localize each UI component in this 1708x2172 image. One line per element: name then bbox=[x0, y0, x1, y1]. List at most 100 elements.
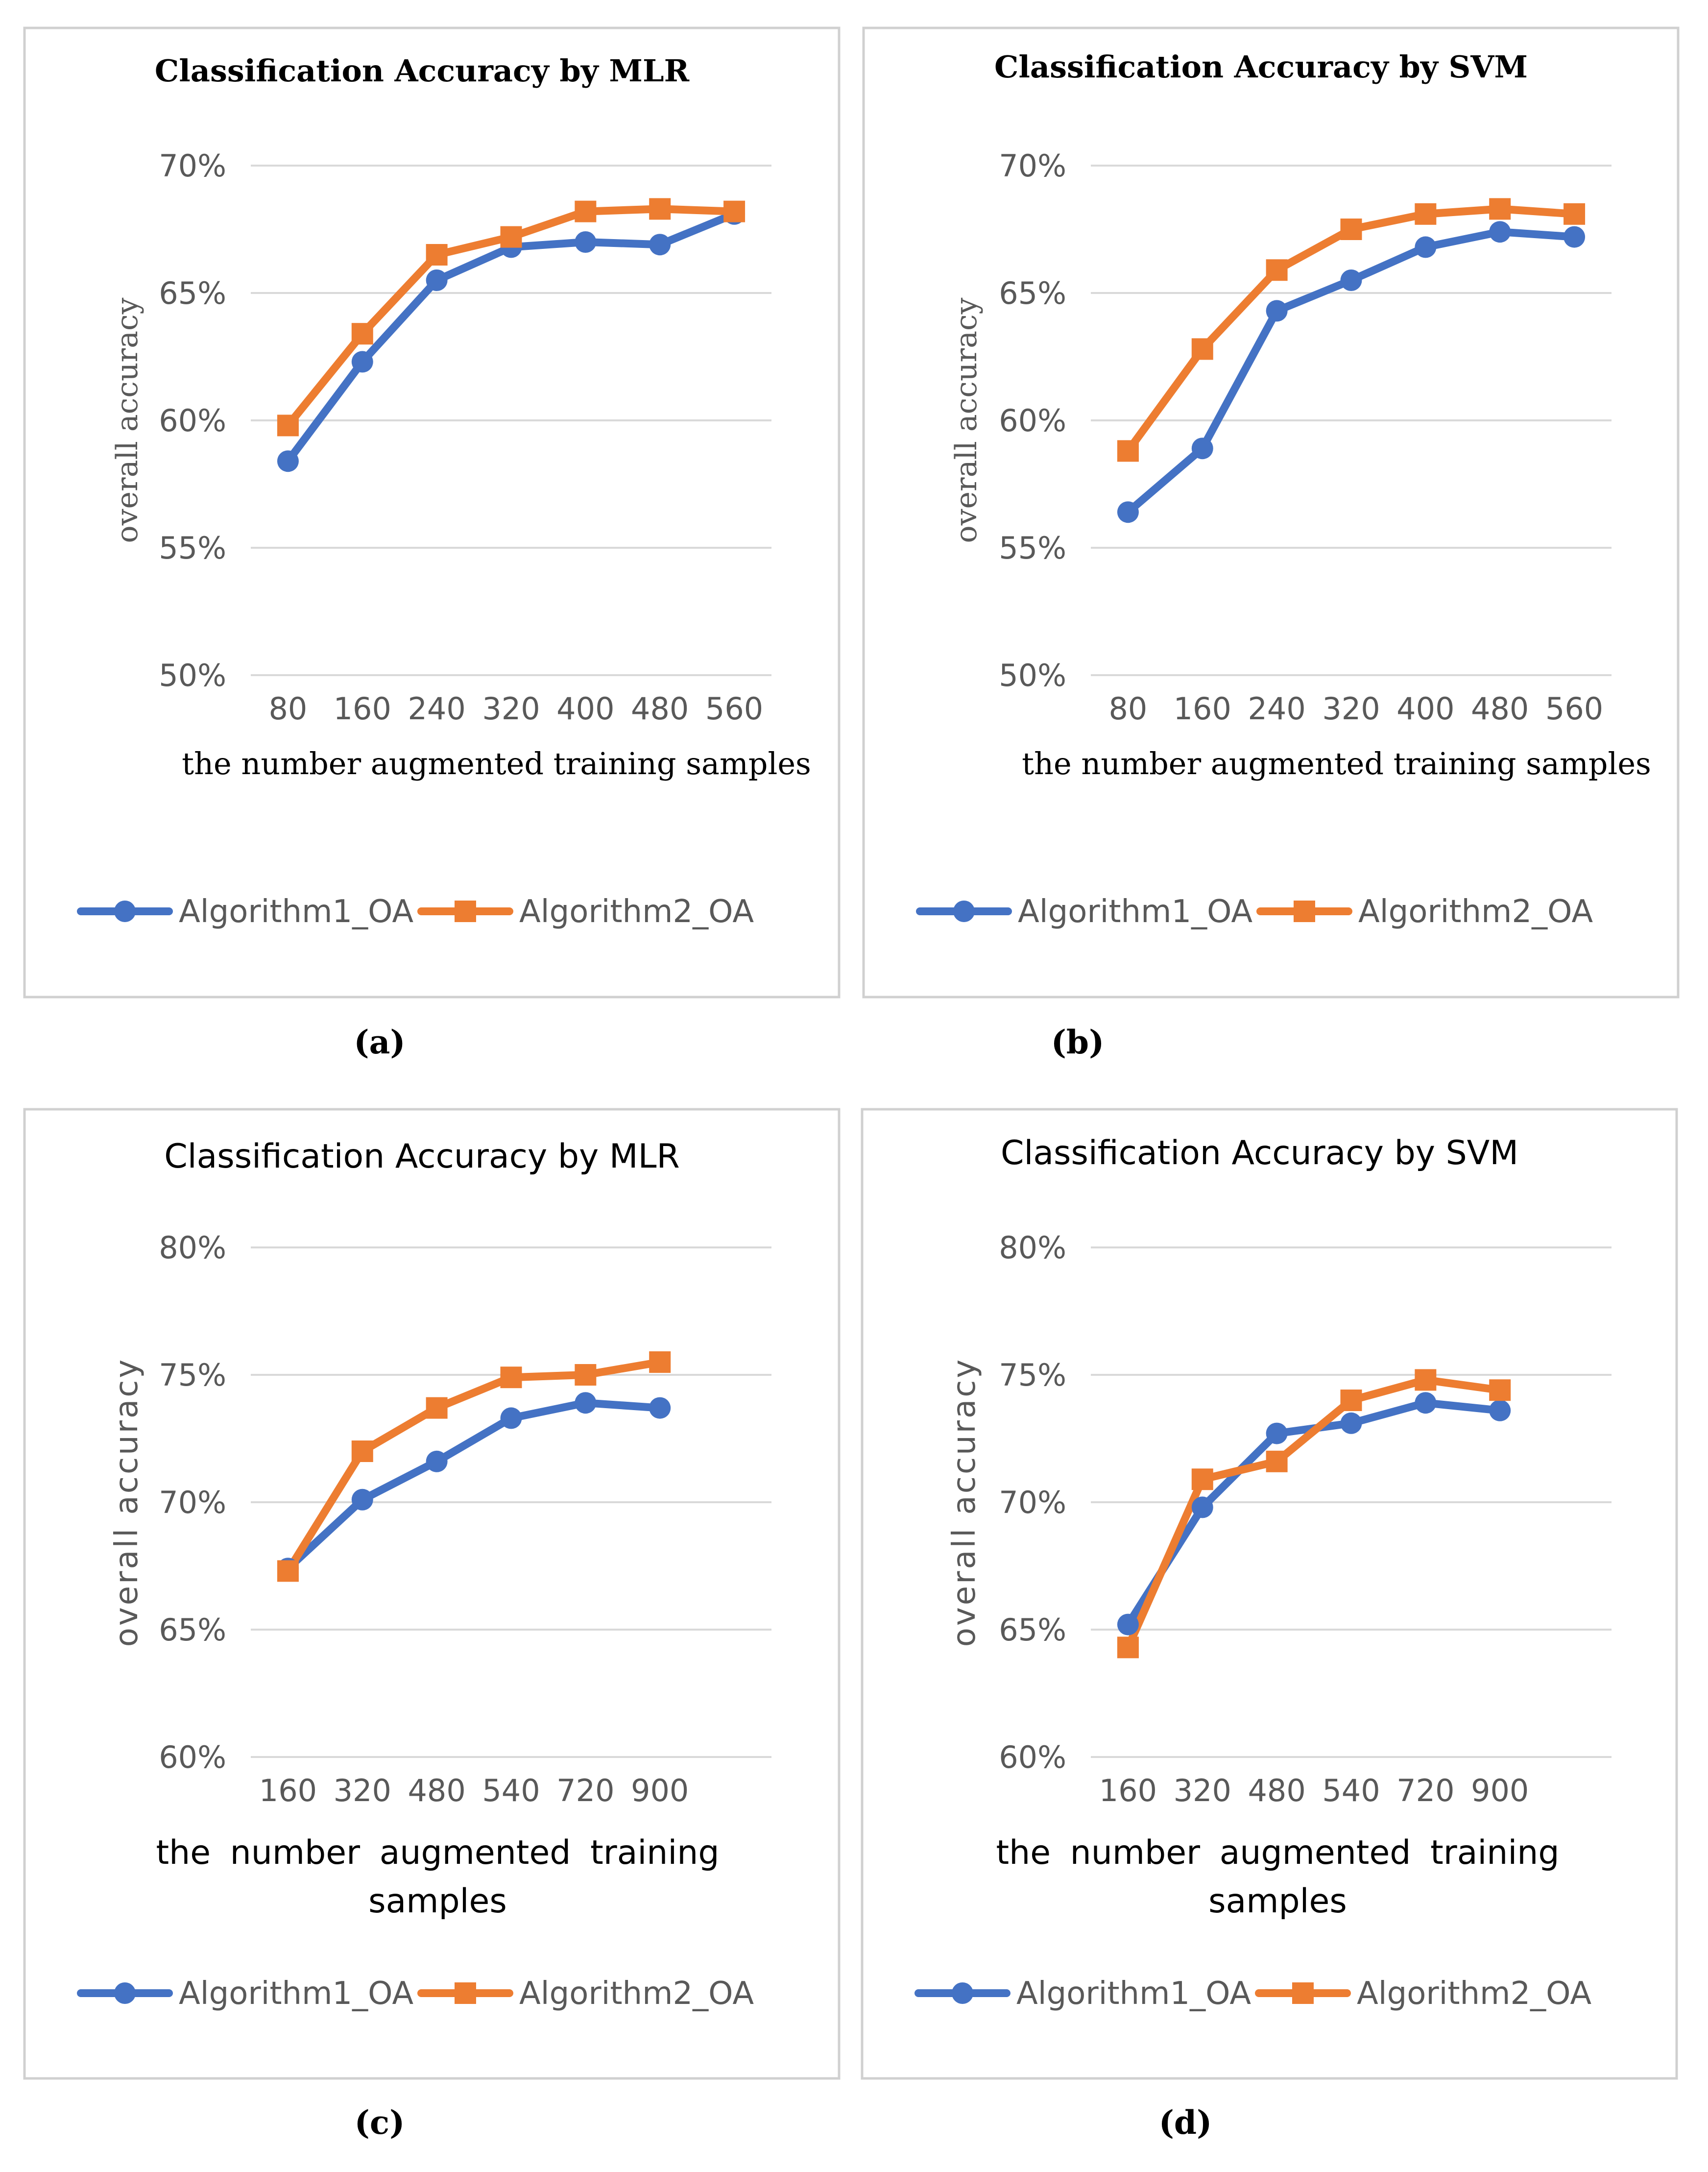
y-tick-label: 50% bbox=[159, 658, 226, 693]
data-point-algorithm1 bbox=[1266, 300, 1288, 322]
legend-marker-circle bbox=[114, 901, 136, 922]
legend-marker-circle bbox=[952, 1982, 973, 2004]
x-tick-label: 320 bbox=[1322, 691, 1380, 727]
x-tick-label: 240 bbox=[1248, 691, 1305, 727]
x-tick-label: 540 bbox=[482, 1773, 540, 1808]
legend-marker-square bbox=[1292, 1982, 1314, 2004]
chart-panel-4: Classification Accuracy by SVM 60% 65% 70% 7… bbox=[861, 1108, 1678, 2080]
data-point-algorithm2 bbox=[649, 1351, 671, 1373]
x-tick-label: 480 bbox=[1471, 691, 1529, 727]
legend-label-1: Algorithm1_OA bbox=[1018, 894, 1252, 930]
chart-frame bbox=[23, 1108, 841, 2080]
x-tick-label: 900 bbox=[631, 1773, 689, 1808]
x-tick-label: 80 bbox=[1108, 691, 1147, 727]
data-point-algorithm1 bbox=[426, 1450, 448, 1472]
chart-panel-2: Classification Accuracy by SVM 50% 55% 60% 6… bbox=[862, 26, 1680, 999]
y-tick-label: 65% bbox=[999, 275, 1066, 311]
y-axis-label: overall accuracy bbox=[109, 1358, 145, 1647]
data-point-algorithm2 bbox=[723, 200, 746, 222]
x-tick-label: 400 bbox=[556, 691, 614, 727]
data-point-algorithm2 bbox=[1564, 203, 1586, 225]
panel-caption: (b) bbox=[1051, 1023, 1105, 1061]
data-point-algorithm2 bbox=[500, 226, 522, 248]
y-tick-label: 50% bbox=[999, 658, 1066, 693]
legend-label-1: Algorithm1_OA bbox=[1016, 1976, 1251, 2012]
data-point-algorithm1 bbox=[575, 1392, 597, 1414]
y-tick-label: 70% bbox=[999, 148, 1066, 184]
data-point-algorithm1 bbox=[426, 269, 448, 291]
data-point-algorithm2 bbox=[1340, 1390, 1362, 1411]
data-point-algorithm2 bbox=[277, 1560, 299, 1582]
legend-marker-square bbox=[455, 901, 476, 922]
data-point-algorithm1 bbox=[1266, 1422, 1288, 1444]
y-tick-label: 65% bbox=[159, 275, 226, 311]
chart-title: Classification Accuracy by SVM bbox=[1001, 1134, 1518, 1172]
x-tick-label: 400 bbox=[1396, 691, 1454, 727]
data-point-algorithm2 bbox=[500, 1367, 522, 1389]
data-point-algorithm2 bbox=[1117, 1636, 1139, 1659]
data-point-algorithm1 bbox=[1415, 1392, 1437, 1414]
data-point-algorithm1 bbox=[1117, 501, 1139, 523]
y-tick-label: 60% bbox=[159, 403, 226, 439]
y-tick-label: 55% bbox=[159, 530, 226, 566]
data-point-algorithm1 bbox=[1191, 438, 1213, 460]
y-tick-label: 65% bbox=[159, 1612, 226, 1648]
x-tick-label: 480 bbox=[1248, 1773, 1305, 1808]
data-point-algorithm1 bbox=[1415, 236, 1437, 258]
data-point-algorithm2 bbox=[426, 1397, 448, 1419]
data-point-algorithm2 bbox=[575, 1364, 597, 1386]
y-tick-label: 80% bbox=[159, 1230, 226, 1266]
chart-title: Classification Accuracy by MLR bbox=[155, 53, 690, 89]
data-point-algorithm1 bbox=[649, 234, 671, 256]
chart-title: Classification Accuracy by MLR bbox=[164, 1137, 679, 1176]
data-point-algorithm2 bbox=[1191, 338, 1213, 360]
data-point-algorithm2 bbox=[1266, 259, 1288, 281]
data-point-algorithm2 bbox=[1266, 1450, 1288, 1472]
y-tick-label: 75% bbox=[999, 1357, 1066, 1393]
data-point-algorithm2 bbox=[649, 198, 671, 220]
y-tick-label: 75% bbox=[159, 1357, 226, 1393]
x-tick-label: 160 bbox=[1174, 691, 1231, 727]
legend-label-2: Algorithm2_OA bbox=[1357, 1976, 1591, 2012]
data-point-algorithm1 bbox=[649, 1397, 671, 1419]
x-tick-label: 560 bbox=[1545, 691, 1603, 727]
series-line-2 bbox=[1124, 1376, 1504, 1652]
x-tick-label: 160 bbox=[334, 691, 391, 727]
data-point-algorithm1 bbox=[351, 1489, 373, 1511]
x-tick-label: 80 bbox=[268, 691, 307, 727]
panel-caption: (c) bbox=[355, 2103, 405, 2142]
y-tick-label: 65% bbox=[999, 1612, 1066, 1648]
data-point-algorithm1 bbox=[1191, 1496, 1213, 1518]
x-tick-label: 560 bbox=[705, 691, 763, 727]
data-point-algorithm1 bbox=[1340, 269, 1362, 291]
data-point-algorithm1 bbox=[575, 231, 597, 253]
y-tick-label: 60% bbox=[159, 1739, 226, 1775]
x-axis-label: the number augmented training samples bbox=[156, 1833, 719, 1921]
data-point-algorithm2 bbox=[1415, 1369, 1437, 1391]
x-tick-label: 720 bbox=[1396, 1773, 1454, 1808]
chart-title: Classification Accuracy by SVM bbox=[994, 49, 1528, 85]
data-point-algorithm2 bbox=[426, 244, 448, 266]
data-point-algorithm2 bbox=[1415, 203, 1437, 225]
series-line-2 bbox=[284, 1358, 664, 1575]
chart-panel-1: Classification Accuracy by MLR 50% 55% 60% 6… bbox=[23, 26, 841, 999]
x-tick-label: 480 bbox=[408, 1773, 465, 1808]
chart-panel-3: Classification Accuracy by MLR 60% 65% 70% 7… bbox=[23, 1108, 841, 2080]
series-line-1 bbox=[284, 1399, 664, 1573]
x-tick-label: 540 bbox=[1322, 1773, 1380, 1808]
legend-marker-circle bbox=[114, 1982, 136, 2004]
data-point-algorithm1 bbox=[1340, 1412, 1362, 1434]
y-axis-label: overall accuracy bbox=[949, 297, 984, 543]
data-point-algorithm1 bbox=[1489, 221, 1511, 243]
panel-caption: (a) bbox=[354, 1023, 405, 1061]
data-point-algorithm1 bbox=[351, 351, 373, 373]
data-point-algorithm1 bbox=[1489, 1399, 1511, 1421]
legend-label-2: Algorithm2_OA bbox=[519, 1976, 754, 2012]
legend-label-1: Algorithm1_OA bbox=[179, 1976, 413, 2012]
data-point-algorithm1 bbox=[500, 1407, 522, 1429]
chart-frame bbox=[861, 1108, 1678, 2080]
x-axis-label: the number augmented training samples bbox=[1022, 746, 1651, 781]
y-axis-label: overall accuracy bbox=[110, 297, 144, 543]
data-point-algorithm2 bbox=[1489, 1379, 1511, 1401]
data-point-algorithm2 bbox=[575, 200, 597, 222]
